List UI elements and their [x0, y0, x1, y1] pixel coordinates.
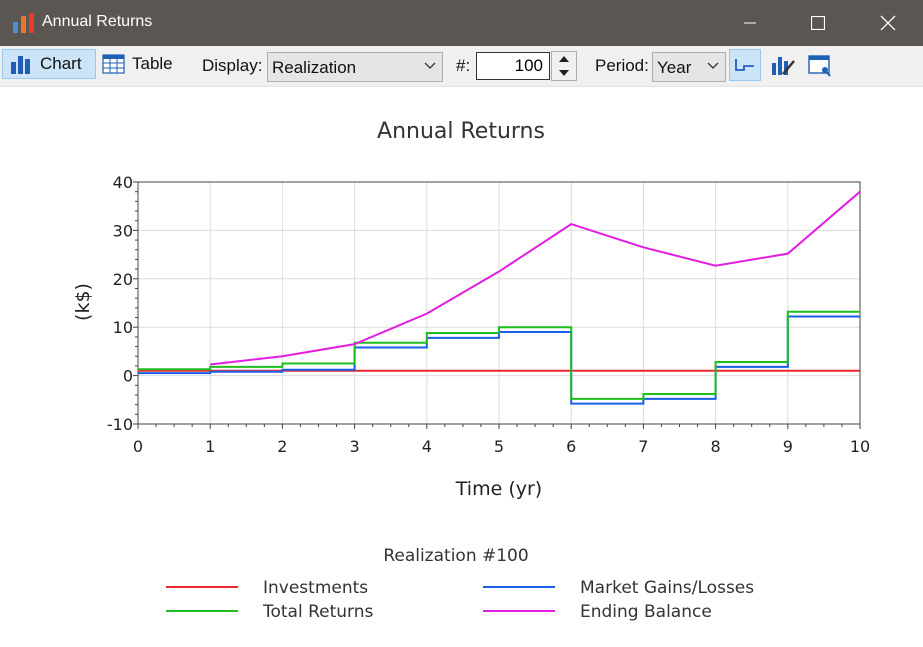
window-title: Annual Returns [42, 13, 153, 30]
period-select[interactable]: Year [652, 52, 726, 82]
number-label: #: [456, 56, 471, 75]
maximize-icon [811, 16, 825, 30]
x-tick-label: 4 [422, 437, 432, 456]
maximize-button[interactable] [795, 0, 841, 46]
y-tick-label: 0 [123, 367, 133, 386]
chart-edit-button[interactable] [767, 49, 799, 81]
step-line-icon [735, 59, 754, 71]
table-icon [102, 54, 125, 74]
chart-tab-label: Chart [40, 54, 82, 73]
table-tab-button[interactable]: Table [102, 49, 184, 79]
realization-number-input[interactable]: 100 [476, 52, 550, 80]
window-settings-button[interactable] [804, 49, 836, 81]
legend-label-investments: Investments [263, 578, 368, 598]
display-select[interactable]: Realization [267, 52, 443, 82]
chart-grid [137, 181, 861, 425]
title-bar: Annual Returns [0, 0, 923, 46]
period-select-value: Year [657, 58, 692, 77]
x-tick-label: 8 [711, 437, 721, 456]
legend-label-market: Market Gains/Losses [580, 578, 754, 598]
spin-up-button[interactable] [552, 52, 576, 66]
y-tick-label: 30 [113, 221, 133, 240]
y-tick-label: 40 [113, 173, 133, 192]
x-tick-label: 9 [783, 437, 793, 456]
display-select-value: Realization [272, 58, 357, 77]
chart-legend: Investments Market Gains/Losses Total Retu… [166, 578, 754, 622]
x-tick-label: 5 [494, 437, 504, 456]
chart-series [138, 190, 861, 405]
chevron-down-icon [424, 62, 436, 69]
chevron-down-icon [707, 62, 719, 69]
x-tick-label: 6 [566, 437, 576, 456]
triangle-down-icon [559, 70, 569, 76]
minimize-icon [744, 22, 756, 24]
close-button[interactable] [865, 0, 911, 46]
y-tick-label: 10 [113, 318, 133, 337]
x-tick-label: 7 [638, 437, 648, 456]
window-settings-icon [808, 55, 831, 77]
spin-down-button[interactable] [552, 66, 576, 80]
x-tick-label: 3 [350, 437, 360, 456]
y-axis-label: (k$) [72, 283, 94, 321]
step-line-button[interactable] [729, 49, 761, 81]
display-label: Display: [202, 56, 263, 75]
x-axis-label: Time (yr) [455, 478, 542, 500]
legend-title: Realization #100 [383, 546, 528, 566]
bar-chart-icon [13, 13, 34, 33]
chart-title: Annual Returns [377, 119, 545, 144]
x-tick-label: 10 [850, 437, 870, 456]
y-tick-label: 20 [113, 270, 133, 289]
x-tick-label: 0 [133, 437, 143, 456]
series-line-total [138, 310, 860, 400]
minimize-button[interactable] [727, 0, 773, 46]
series-line-ending [210, 190, 861, 366]
period-label: Period: [595, 56, 649, 75]
legend-label-total: Total Returns [262, 602, 374, 622]
chart-icon [11, 56, 30, 74]
table-tab-label: Table [132, 54, 173, 73]
legend-label-ending: Ending Balance [580, 602, 712, 622]
chart-tab-button[interactable]: Chart [2, 49, 96, 79]
close-icon [880, 15, 896, 31]
chart-edit-icon [772, 57, 795, 75]
x-tick-label: 1 [205, 437, 215, 456]
realization-spinner[interactable] [551, 51, 577, 81]
x-tick-label: 2 [277, 437, 287, 456]
toolbar: Chart Table Display: Realization #: 100 … [0, 46, 923, 87]
triangle-up-icon [559, 56, 569, 62]
y-tick-label: -10 [107, 415, 133, 434]
